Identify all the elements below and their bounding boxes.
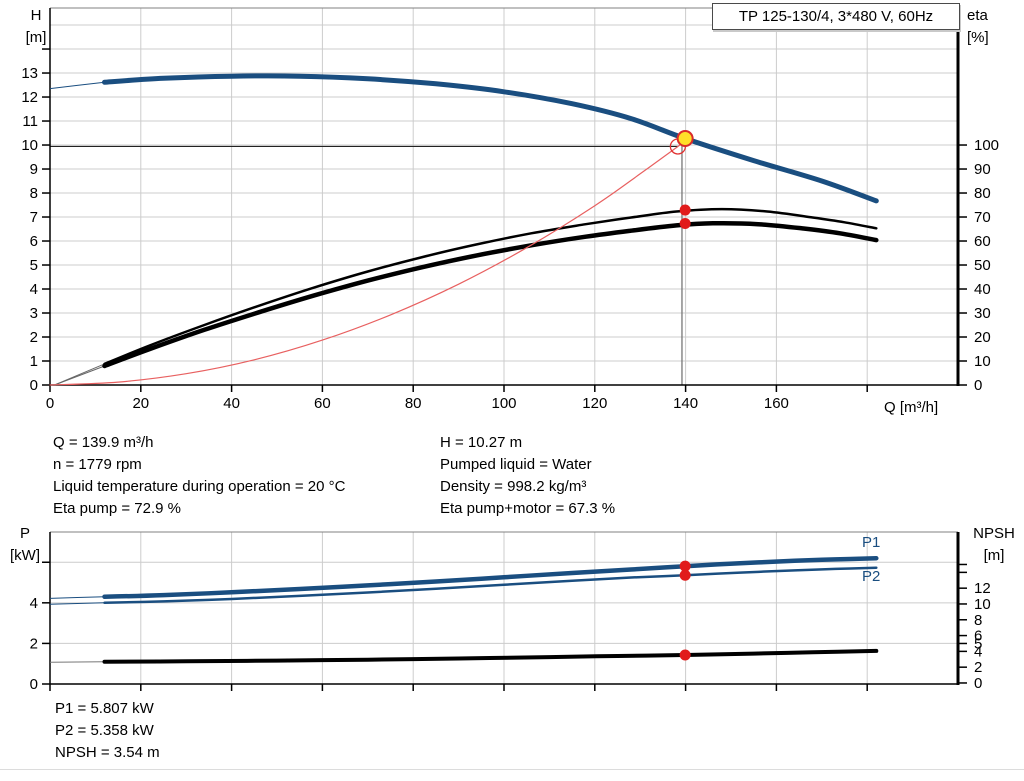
npsh-axis-label: NPSH [m]: [973, 525, 1015, 564]
svg-text:100: 100: [974, 137, 999, 154]
p1-value: P1 = 5.807 kW: [55, 700, 154, 717]
svg-text:12: 12: [21, 89, 38, 106]
svg-text:5: 5: [30, 257, 38, 274]
svg-text:40: 40: [974, 281, 991, 298]
head-value: H = 10.27 m: [440, 434, 523, 451]
flow-axis-label: Q [m³/h]: [884, 399, 939, 416]
svg-text:30: 30: [974, 305, 991, 322]
p2-curve-label: P2: [862, 568, 881, 585]
svg-text:10: 10: [974, 596, 991, 613]
svg-text:1: 1: [30, 353, 38, 370]
svg-text:6: 6: [30, 233, 38, 250]
svg-text:0: 0: [46, 395, 54, 412]
flow-value: Q = 139.9 m³/h: [53, 434, 154, 451]
svg-text:6: 6: [974, 628, 982, 645]
svg-text:0: 0: [974, 377, 982, 394]
pump-title: TP 125-130/4, 3*480 V, 60Hz: [738, 8, 934, 25]
svg-text:70: 70: [974, 209, 991, 226]
svg-text:40: 40: [223, 395, 240, 412]
svg-text:20: 20: [974, 329, 991, 346]
svg-text:100: 100: [491, 395, 516, 412]
svg-text:0: 0: [30, 377, 38, 394]
svg-text:60: 60: [974, 233, 991, 250]
bottom-divider-line: [0, 769, 1024, 770]
head-axis-label: H [m]: [25, 7, 47, 46]
pumped-liquid-value: Pumped liquid = Water: [440, 456, 592, 473]
svg-text:10: 10: [974, 353, 991, 370]
svg-text:0: 0: [974, 675, 982, 692]
svg-text:2: 2: [30, 635, 38, 652]
svg-text:13: 13: [21, 65, 38, 82]
speed-value: n = 1779 rpm: [53, 456, 142, 473]
svg-text:8: 8: [974, 612, 982, 629]
svg-text:8: 8: [30, 185, 38, 202]
power-axis-label: P [kW]: [10, 525, 40, 564]
svg-text:4: 4: [30, 595, 38, 612]
svg-text:90: 90: [974, 161, 991, 178]
svg-text:140: 140: [673, 395, 698, 412]
svg-text:80: 80: [974, 185, 991, 202]
power-npsh-text: P1 = 5.807 kW P2 = 5.358 kW NPSH = 3.54 …: [55, 698, 160, 764]
svg-text:80: 80: [405, 395, 422, 412]
eta-pump-motor-value: Eta pump+motor = 67.3 %: [440, 500, 616, 517]
eta-axis-label: eta [%]: [967, 7, 989, 46]
svg-text:4: 4: [974, 643, 982, 660]
svg-text:120: 120: [582, 395, 607, 412]
svg-text:50: 50: [974, 257, 991, 274]
duty-point-text-left: Q = 139.9 m³/h n = 1779 rpm Liquid tempe…: [53, 432, 345, 520]
svg-text:60: 60: [314, 395, 331, 412]
svg-text:5: 5: [974, 635, 982, 652]
svg-text:3: 3: [30, 305, 38, 322]
svg-text:10: 10: [21, 137, 38, 154]
svg-text:11: 11: [22, 113, 38, 130]
svg-text:160: 160: [764, 395, 789, 412]
svg-text:2: 2: [974, 659, 982, 676]
density-value: Density = 998.2 kg/m³: [440, 478, 587, 495]
p1-curve-label: P1: [862, 534, 881, 551]
svg-text:4: 4: [30, 281, 38, 298]
duty-point-text-right: H = 10.27 m Pumped liquid = Water Densit…: [440, 432, 615, 520]
pump-title-box: TP 125-130/4, 3*480 V, 60Hz: [712, 3, 960, 30]
svg-text:2: 2: [30, 329, 38, 346]
npsh-value: NPSH = 3.54 m: [55, 744, 160, 761]
svg-text:0: 0: [30, 676, 38, 693]
liquid-temperature-value: Liquid temperature during operation = 20…: [53, 478, 346, 495]
p2-value: P2 = 5.358 kW: [55, 722, 154, 739]
svg-text:12: 12: [974, 580, 991, 597]
svg-text:7: 7: [30, 209, 38, 226]
svg-text:9: 9: [30, 161, 38, 178]
svg-text:20: 20: [132, 395, 149, 412]
eta-pump-value: Eta pump = 72.9 %: [53, 500, 181, 517]
